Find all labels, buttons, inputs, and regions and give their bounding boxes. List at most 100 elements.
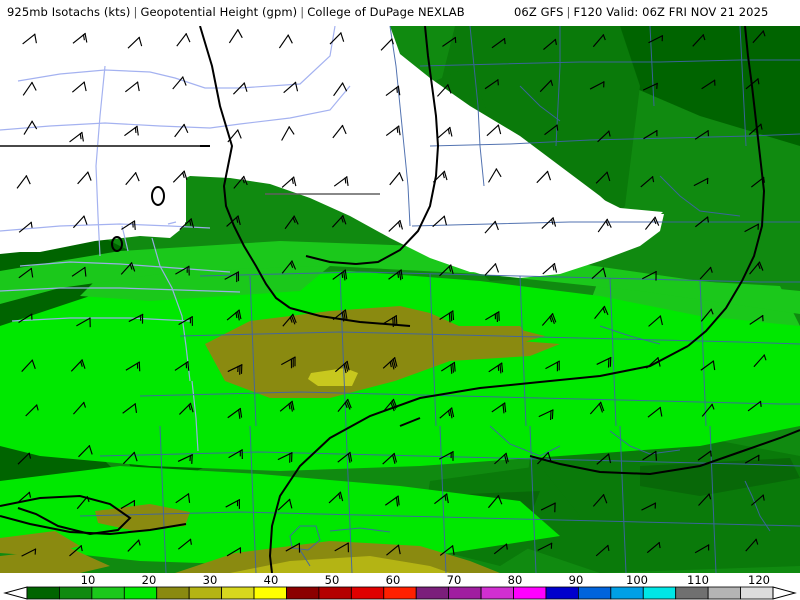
wind-barb: [69, 131, 84, 143]
wind-barb: [177, 538, 192, 550]
wind-barb: [642, 270, 657, 281]
wind-barb: [589, 81, 605, 90]
wind-barb: [442, 36, 457, 47]
colorbar-band[interactable]: [383, 586, 417, 600]
wind-barb: [174, 123, 189, 138]
wind-barb: [226, 547, 242, 557]
wind-barb: [597, 218, 612, 233]
wind-barb: [175, 493, 191, 504]
wind-barb: [176, 32, 191, 47]
wind-barb: [591, 267, 607, 280]
wind-barb: [283, 81, 299, 94]
wind-barb: [225, 499, 241, 509]
isotach-band-25: [0, 466, 560, 566]
wind-barb: [701, 79, 716, 90]
wind-barb: [645, 356, 661, 369]
colorbar-tick-label: 60: [385, 573, 401, 587]
colorbar-band[interactable]: [577, 586, 612, 600]
wind-barb: [745, 538, 759, 552]
wind-barb: [72, 215, 88, 229]
colorbar-band[interactable]: [350, 586, 385, 600]
wind-barb: [753, 354, 767, 368]
wind-barb: [698, 493, 712, 506]
colorbar-band[interactable]: [740, 586, 774, 600]
wind-barb: [281, 356, 296, 369]
wind-barb: [385, 85, 401, 97]
colorbar-band[interactable]: [642, 586, 677, 600]
colorbar-tick-label: 100: [626, 573, 648, 587]
wind-barb: [487, 494, 503, 509]
colorbar-tick-labels: 10 20 30 40 50 60 70 80 90 100 110 120: [0, 573, 800, 587]
wind-barb: [177, 454, 193, 464]
wind-barb: [744, 454, 760, 464]
wind-barb: [337, 451, 353, 463]
colorbar-band[interactable]: [91, 586, 125, 600]
wind-barb: [172, 76, 187, 90]
wind-barb: [745, 78, 760, 90]
wind-barb: [752, 30, 766, 44]
wind-barb: [596, 453, 612, 465]
colorbar-band[interactable]: [188, 586, 222, 600]
wind-barb: [439, 545, 455, 556]
colorbar-band[interactable]: [480, 586, 514, 600]
map-canvas[interactable]: [0, 26, 800, 573]
wind-barb: [22, 81, 37, 96]
wind-barb: [382, 356, 398, 370]
colorbar-band[interactable]: [415, 586, 450, 600]
wind-barb: [17, 452, 32, 465]
colorbar-band[interactable]: [156, 586, 190, 600]
wind-barb: [328, 491, 344, 504]
colorbar[interactable]: 10 20 30 40 50 60 70 80 90 100 110 120: [0, 573, 800, 600]
wind-barb: [439, 264, 454, 277]
colorbar-band[interactable]: [59, 586, 93, 600]
colorbar-band[interactable]: [513, 586, 547, 600]
wind-barb: [748, 123, 763, 136]
colorbar-band[interactable]: [26, 586, 60, 600]
wind-barb: [17, 491, 32, 504]
wind-barb: [279, 400, 295, 412]
wind-barb: [178, 316, 193, 326]
wind-barb: [382, 315, 398, 328]
colorbar-swatches[interactable]: [0, 586, 800, 600]
wind-barb: [382, 398, 398, 412]
wind-barb: [18, 267, 34, 279]
wind-barb: [536, 170, 552, 184]
colorbar-tick-label: 40: [263, 573, 279, 587]
wind-barb: [22, 33, 37, 45]
wind-barb: [494, 452, 509, 465]
wind-barb: [281, 126, 295, 141]
wind-barb: [541, 312, 557, 326]
isotach-band-15: [640, 458, 800, 496]
colorbar-band[interactable]: [253, 586, 287, 600]
wind-barb: [592, 34, 606, 48]
wind-barb: [386, 544, 401, 556]
wind-barb: [120, 499, 136, 510]
colorbar-tick-label: 120: [748, 573, 770, 587]
wind-barb: [333, 176, 349, 187]
wind-barb: [226, 309, 242, 321]
wind-barb: [647, 406, 663, 418]
wind-barb: [174, 361, 190, 371]
header-right-text: 06Z GFS | F120 Valid: 06Z FRI NOV 21 2025: [514, 5, 768, 19]
colorbar-band[interactable]: [286, 586, 320, 600]
colorbar-band[interactable]: [123, 586, 158, 600]
colorbar-band[interactable]: [448, 586, 482, 600]
wind-barb: [172, 170, 188, 183]
wind-barb: [18, 313, 33, 323]
wind-barb: [439, 310, 455, 323]
wind-barb: [749, 261, 764, 275]
colorbar-band[interactable]: [675, 586, 709, 600]
wind-barb: [332, 269, 348, 281]
wind-barb: [70, 359, 86, 372]
colorbar-band[interactable]: [318, 586, 352, 600]
colorbar-band[interactable]: [707, 586, 741, 600]
wind-barb: [179, 218, 195, 231]
wind-barb: [278, 34, 293, 49]
header-product: 925mb Isotachs (kts): [7, 5, 131, 19]
isotach-map[interactable]: [0, 26, 800, 573]
colorbar-band[interactable]: [221, 586, 255, 600]
colorbar-band[interactable]: [610, 586, 644, 600]
colorbar-band[interactable]: [545, 586, 579, 600]
wind-barb: [441, 361, 456, 374]
